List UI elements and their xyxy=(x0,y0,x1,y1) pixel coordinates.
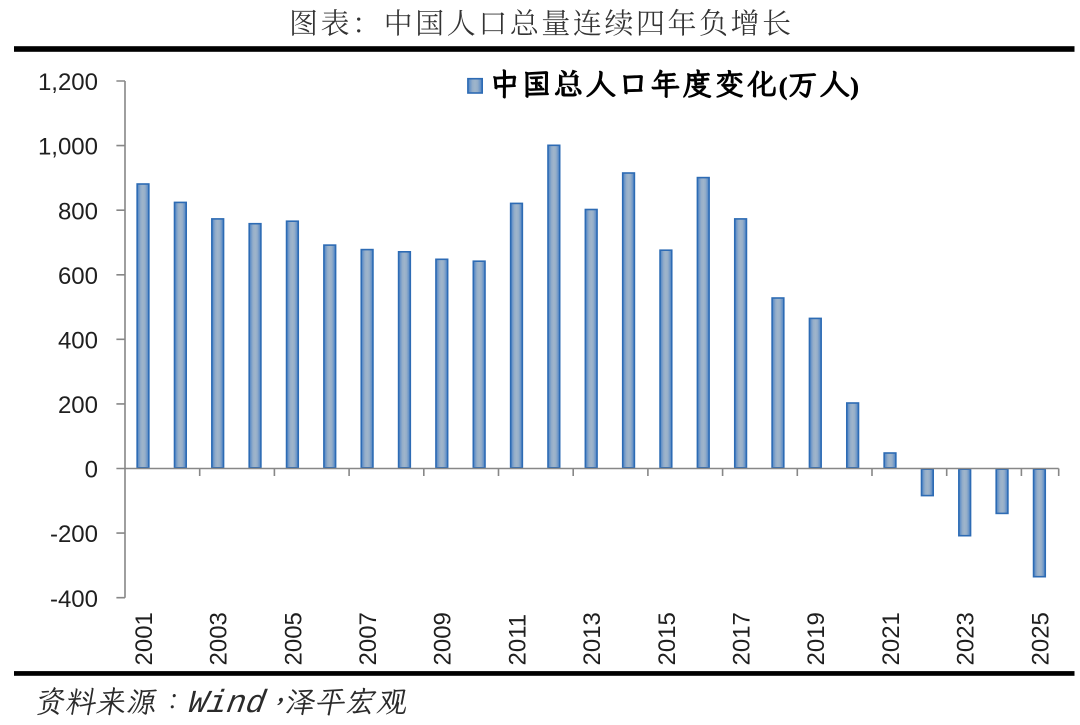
svg-text:2007: 2007 xyxy=(355,612,382,665)
svg-text:2001: 2001 xyxy=(131,612,158,665)
svg-text:600: 600 xyxy=(58,263,98,290)
svg-text:400: 400 xyxy=(58,327,98,354)
svg-text:1,000: 1,000 xyxy=(38,134,98,161)
svg-text:2009: 2009 xyxy=(430,612,457,665)
svg-text:2003: 2003 xyxy=(206,612,233,665)
svg-text:800: 800 xyxy=(58,198,98,225)
svg-text:200: 200 xyxy=(58,392,98,419)
svg-text:2019: 2019 xyxy=(803,612,830,665)
svg-text:2025: 2025 xyxy=(1027,612,1054,665)
svg-text:-400: -400 xyxy=(50,586,98,613)
svg-text:2011: 2011 xyxy=(504,614,531,666)
svg-text:0: 0 xyxy=(85,457,98,484)
svg-text:2005: 2005 xyxy=(280,612,307,665)
svg-text:2021: 2021 xyxy=(878,612,905,665)
svg-text:1,200: 1,200 xyxy=(38,69,98,96)
svg-text:2015: 2015 xyxy=(654,612,681,665)
svg-text:2013: 2013 xyxy=(579,612,606,665)
svg-text:2023: 2023 xyxy=(953,612,980,665)
svg-text:-200: -200 xyxy=(50,521,98,548)
svg-text:2017: 2017 xyxy=(729,612,756,665)
